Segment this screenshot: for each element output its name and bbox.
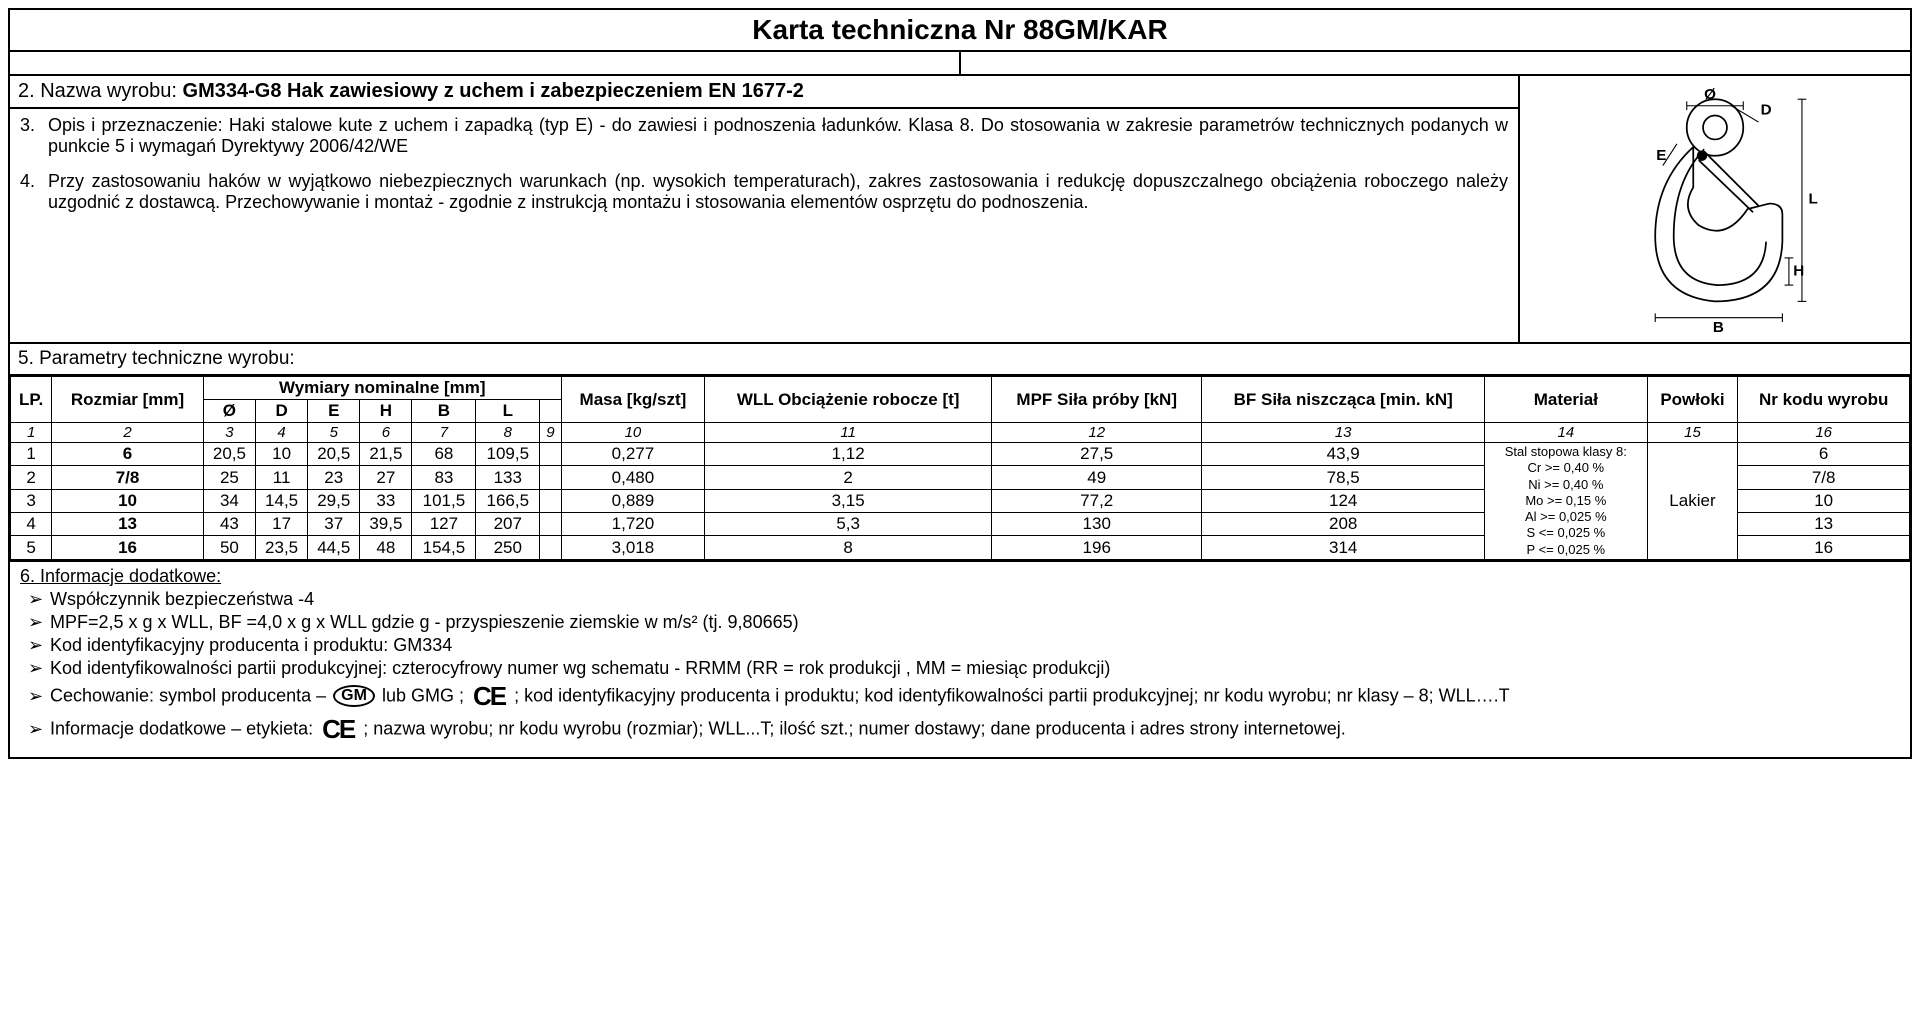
col-material: Materiał	[1485, 377, 1648, 423]
bullet-item: ➢Kod identyfikowalności partii produkcyj…	[20, 658, 1900, 679]
col-dim-b: B	[412, 400, 476, 423]
section-2-label: 2. Nazwa wyrobu:	[18, 80, 183, 102]
dim-label-h: H	[1793, 262, 1804, 279]
dim-label-d: D	[1761, 101, 1772, 118]
col-wll: WLL Obciążenie robocze [t]	[705, 377, 992, 423]
powloki-cell: Lakier	[1647, 443, 1738, 560]
datasheet-container: Karta techniczna Nr 88GM/KAR 2. Nazwa wy…	[8, 8, 1912, 759]
col-mpf: MPF Siła próby [kN]	[992, 377, 1202, 423]
col-dim-o: Ø	[203, 400, 255, 423]
marking-mid: lub GMG ;	[382, 685, 469, 705]
section-4: 4. Przy zastosowaniu haków w wyjątkowo n…	[20, 171, 1508, 213]
ce-mark-icon: CE	[322, 714, 354, 745]
col-dim-d: D	[256, 400, 308, 423]
marking-suffix: ; kod identyfikacyjny producenta i produ…	[514, 685, 1509, 705]
gm-logo-icon: GM	[333, 685, 375, 707]
section-6-title: 6. Informacje dodatkowe:	[20, 566, 1900, 587]
bullet-marking: ➢ Cechowanie: symbol producenta – GM lub…	[20, 681, 1900, 712]
section-5-header: 5. Parametry techniczne wyrobu:	[10, 344, 1910, 376]
dim-label-e: E	[1656, 147, 1666, 164]
index-row: 12 34 56 78 910 1112 1314 1516	[11, 423, 1910, 443]
technical-diagram: Ø D E L H B	[1520, 76, 1910, 342]
material-cell: Stal stopowa klasy 8:Cr >= 0,40 %Ni >= 0…	[1485, 443, 1648, 560]
bullet-label-info: ➢ Informacje dodatkowe – etykieta: CE ; …	[20, 714, 1900, 745]
section-3: 3. Opis i przeznaczenie: Haki stalowe ku…	[20, 115, 1508, 157]
col-powloki: Powłoki	[1647, 377, 1738, 423]
dim-label-o: Ø	[1704, 86, 1716, 103]
doc-title: Karta techniczna Nr 88GM/KAR	[10, 10, 1910, 52]
parameters-table: LP. Rozmiar [mm] Wymiary nominalne [mm] …	[10, 376, 1910, 560]
section-3-text: Opis i przeznaczenie: Haki stalowe kute …	[48, 115, 1508, 157]
section-4-num: 4.	[20, 171, 48, 213]
col-dim-e: E	[308, 400, 360, 423]
dim-label-b: B	[1713, 319, 1724, 334]
col-bf: BF Siła niszcząca [min. kN]	[1202, 377, 1485, 423]
label-prefix: Informacje dodatkowe – etykieta:	[50, 718, 318, 738]
bullet-item: ➢MPF=2,5 x g x WLL, BF =4,0 x g x WLL gd…	[20, 612, 1900, 633]
col-masa: Masa [kg/szt]	[561, 377, 704, 423]
col-dim-h: H	[360, 400, 412, 423]
section-2-wrapper: 2. Nazwa wyrobu: GM334-G8 Hak zawiesiowy…	[10, 76, 1910, 344]
table-row: 1620,51020,521,568109,50,2771,1227,543,9…	[11, 443, 1910, 466]
empty-sub-row	[10, 52, 1910, 76]
dim-label-l: L	[1808, 191, 1817, 208]
section-4-text: Przy zastosowaniu haków w wyjątkowo nieb…	[48, 171, 1508, 213]
bullet-item: ➢Współczynnik bezpieczeństwa -4	[20, 589, 1900, 610]
section-3-num: 3.	[20, 115, 48, 157]
ce-mark-icon: CE	[473, 681, 505, 712]
col-kod: Nr kodu wyrobu	[1738, 377, 1910, 423]
product-name: GM334-G8 Hak zawiesiowy z uchem i zabezp…	[183, 80, 804, 102]
col-lp: LP.	[11, 377, 52, 423]
marking-prefix: Cechowanie: symbol producenta –	[50, 685, 331, 705]
section-6: 6. Informacje dodatkowe: ➢Współczynnik b…	[10, 560, 1910, 757]
col-dim-blank	[540, 400, 561, 423]
col-rozmiar: Rozmiar [mm]	[52, 377, 204, 423]
col-dim-l: L	[476, 400, 540, 423]
product-name-row: 2. Nazwa wyrobu: GM334-G8 Hak zawiesiowy…	[10, 76, 1518, 109]
col-wymiary-group: Wymiary nominalne [mm]	[203, 377, 561, 400]
label-suffix: ; nazwa wyrobu; nr kodu wyrobu (rozmiar)…	[363, 718, 1345, 738]
bullet-item: ➢Kod identyfikacyjny producenta i produk…	[20, 635, 1900, 656]
